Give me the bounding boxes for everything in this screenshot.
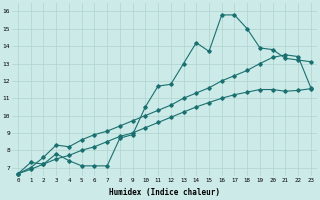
X-axis label: Humidex (Indice chaleur): Humidex (Indice chaleur) — [109, 188, 220, 197]
